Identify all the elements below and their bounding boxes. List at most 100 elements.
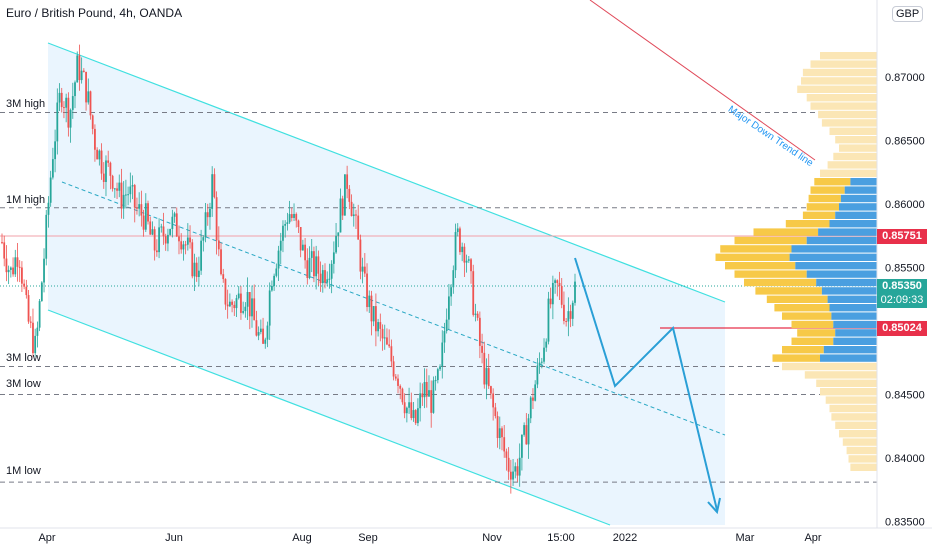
volume-bar-up: [839, 144, 877, 152]
candle-body: [231, 301, 233, 305]
candle-body: [197, 270, 200, 277]
volume-bar-up: [797, 85, 877, 93]
candle-body: [540, 361, 543, 363]
volume-bar-up: [846, 446, 877, 455]
candle-body: [472, 271, 475, 315]
candle-body: [337, 232, 340, 236]
candle-body: [107, 160, 110, 163]
y-tick-label: 0.84500: [885, 390, 925, 402]
volume-bar-up: [818, 110, 877, 119]
candle-body: [244, 306, 247, 312]
candle-body: [257, 332, 260, 336]
candle-body: [175, 213, 178, 237]
candle-body: [195, 262, 198, 277]
x-tick-label: 15:00: [547, 532, 575, 544]
candle-body: [501, 428, 503, 438]
candle-body: [67, 97, 70, 128]
y-tick-label: 0.83500: [885, 517, 925, 529]
volume-bar-up: [829, 127, 877, 135]
candle-body: [173, 213, 176, 217]
volume-bar-up: [804, 371, 877, 379]
volume-bar-up: [820, 388, 877, 396]
candle-body: [51, 159, 54, 178]
candle-body: [29, 321, 32, 323]
candle-body: [308, 257, 311, 278]
level-label-1m-low: 1M low: [6, 465, 41, 477]
candle-body: [9, 267, 12, 270]
candle-body: [529, 397, 532, 419]
candle-body: [226, 304, 229, 307]
currency-button[interactable]: GBP: [892, 6, 924, 22]
candle-body: [186, 237, 189, 245]
candle-body: [452, 270, 455, 288]
candle-body: [34, 335, 37, 354]
major-down-trend-line: [589, 0, 816, 161]
candle-body: [443, 331, 446, 343]
level-label-3m-low-1: 3M low: [6, 352, 41, 364]
candle-body: [120, 182, 123, 209]
candle-body: [100, 150, 103, 174]
candle-body: [273, 275, 276, 286]
time-axis[interactable]: Apr Jun Aug Sep Nov 15:00 2022 Mar Apr: [38, 532, 821, 544]
y-tick-label: 0.85500: [885, 263, 925, 275]
candle-body: [169, 229, 172, 235]
candle-body: [268, 290, 271, 326]
candle-body: [116, 188, 118, 191]
volume-bar-up: [715, 253, 790, 261]
candle-body: [350, 201, 353, 217]
candle-body: [167, 234, 169, 244]
candle-body: [405, 407, 408, 414]
volume-bar-down: [795, 262, 877, 270]
candle-body: [297, 220, 300, 227]
y-tick-label: 0.86000: [885, 199, 925, 211]
candle-body: [352, 214, 355, 217]
candle-body: [275, 268, 278, 276]
candle-body: [423, 382, 426, 398]
candle-body: [408, 402, 410, 408]
candle-body: [182, 244, 185, 250]
candle-body: [374, 306, 377, 332]
candle-body: [69, 109, 72, 128]
candle-body: [454, 232, 457, 271]
candle-body: [326, 279, 329, 283]
volume-bar-up: [842, 438, 877, 446]
candle-body: [204, 212, 207, 238]
candle-body: [341, 198, 344, 216]
volume-bar-up: [806, 94, 877, 102]
candle-body: [554, 280, 556, 283]
candle-body: [233, 304, 236, 309]
candle-body: [525, 425, 528, 445]
candle-body: [492, 393, 495, 408]
candle-body: [127, 194, 130, 196]
candle-body: [224, 279, 227, 305]
level-label-3m-low-2: 3M low: [6, 378, 41, 390]
candle-body: [209, 208, 211, 218]
candle-body: [277, 250, 280, 269]
volume-bar-up: [774, 304, 830, 312]
candle-body: [60, 92, 63, 108]
candle-body: [332, 252, 335, 264]
candle-body: [505, 451, 508, 458]
x-tick-label: Mar: [736, 532, 755, 544]
candle-body: [222, 274, 225, 280]
candle-body: [363, 266, 366, 274]
candle-body: [3, 242, 6, 259]
candle-body: [421, 393, 424, 398]
candle-body: [386, 337, 388, 345]
volume-bar-up: [825, 396, 877, 404]
candle-body: [399, 385, 402, 389]
channel-lower-line: [47, 309, 611, 526]
candle-body: [445, 319, 448, 332]
candle-body: [549, 298, 552, 305]
volume-bar-up: [820, 52, 877, 60]
candle-body: [394, 376, 397, 379]
candle-body: [288, 214, 291, 223]
candle-body: [574, 281, 576, 303]
candle-body: [109, 162, 112, 176]
candle-body: [494, 407, 497, 417]
volume-bar-down: [823, 346, 877, 354]
candle-body: [563, 304, 565, 322]
candle-body: [509, 471, 512, 480]
candle-body: [295, 213, 298, 221]
